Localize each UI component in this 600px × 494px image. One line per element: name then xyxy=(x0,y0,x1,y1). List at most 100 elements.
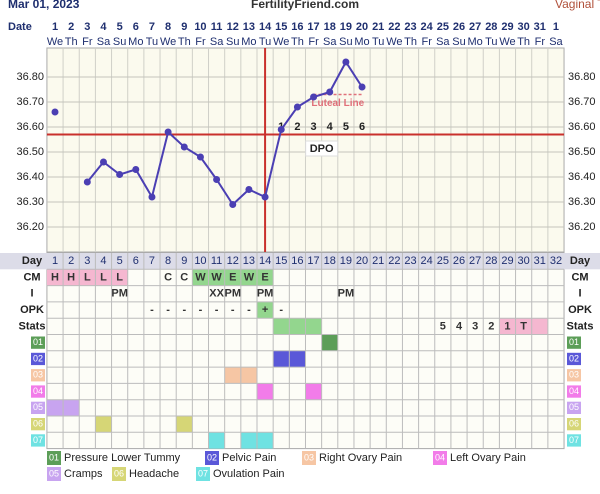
temperature-point xyxy=(358,83,366,91)
temperature-point xyxy=(51,108,59,116)
date-label: 11 xyxy=(211,21,223,33)
table-cell: - xyxy=(231,304,235,316)
symptom-code-box xyxy=(567,385,581,398)
dpo-box xyxy=(305,140,339,157)
weekday-label: We xyxy=(160,36,176,48)
table-cell: 30 xyxy=(518,255,530,267)
table-cell: - xyxy=(150,304,154,316)
date-label: 2 xyxy=(68,21,74,33)
temperature-point xyxy=(310,93,318,101)
symptom-cell xyxy=(208,432,225,449)
table-cell: 9 xyxy=(181,255,187,267)
temp-type: Vaginal Tem xyxy=(555,0,600,11)
date-label: 29 xyxy=(501,21,513,33)
cell-highlight xyxy=(257,301,274,319)
table-cell: L xyxy=(84,271,91,283)
table-cell: 3 xyxy=(84,255,90,267)
cell-highlight xyxy=(192,269,209,286)
table-cell: T xyxy=(520,320,527,332)
table-cell: 2 xyxy=(488,320,494,332)
temperature-point xyxy=(83,178,91,186)
table-cell: 31 xyxy=(534,255,546,267)
weekday-label: Mo xyxy=(354,36,369,48)
date-label: 4 xyxy=(100,21,107,33)
symptom-code-box xyxy=(31,369,45,382)
weekday-label: Sa xyxy=(436,36,450,48)
temperature-point xyxy=(261,193,269,201)
weekday-label: Tu xyxy=(259,36,271,48)
symptom-code: 01 xyxy=(569,337,579,347)
symptom-code-box xyxy=(567,401,581,414)
y-tick-label-right: 36.20 xyxy=(568,221,596,233)
weekday-label: Mo xyxy=(128,36,143,48)
symptom-cell xyxy=(240,367,257,384)
weekday-label: Fr xyxy=(535,36,546,48)
cell-highlight xyxy=(224,269,241,286)
cell-highlight xyxy=(273,318,290,335)
table-cell: 32 xyxy=(550,255,562,267)
legend-code: 04 xyxy=(435,452,445,462)
date-label: 9 xyxy=(181,21,187,33)
symptom-code-box xyxy=(31,336,45,349)
table-cell: PM xyxy=(257,288,274,300)
symptom-code: 01 xyxy=(33,337,43,347)
table-cell: 25 xyxy=(437,255,449,267)
temperature-point xyxy=(99,158,107,166)
symptom-code: 07 xyxy=(569,435,579,445)
weekday-label: We xyxy=(273,36,289,48)
temperature-point xyxy=(245,186,253,193)
table-cell: 26 xyxy=(453,255,465,267)
legend-code: 07 xyxy=(198,468,208,478)
legend-swatch xyxy=(112,467,126,481)
chart-date: Mar 01, 2023 xyxy=(8,0,80,11)
symptom-code: 07 xyxy=(33,435,43,445)
cell-highlight xyxy=(305,318,322,335)
legend-label: Pelvic Pain xyxy=(222,452,276,464)
temperature-point xyxy=(148,193,156,201)
table-cell: 18 xyxy=(324,255,336,267)
legend-label: Right Ovary Pain xyxy=(319,452,402,464)
temperature-point xyxy=(326,88,334,96)
table-cell: E xyxy=(229,271,236,283)
table-cell: - xyxy=(166,304,170,316)
table-cell: 19 xyxy=(340,255,352,267)
date-label: 30 xyxy=(518,21,530,33)
table-cell: 1 xyxy=(52,255,58,267)
legend-label: Left Ovary Pain xyxy=(450,452,526,464)
table-cell: 2 xyxy=(68,255,74,267)
table-cell: 10 xyxy=(194,255,206,267)
table-cell: W xyxy=(211,271,222,283)
y-tick-label-right: 36.70 xyxy=(568,96,596,108)
date-label: 1 xyxy=(52,21,58,33)
date-label: 13 xyxy=(243,21,255,33)
symptom-code-box xyxy=(31,401,45,414)
dpo-number: 6 xyxy=(359,121,365,133)
weekday-label: Fr xyxy=(308,36,319,48)
date-label: 21 xyxy=(372,21,384,33)
table-cell: 13 xyxy=(243,255,255,267)
table-cell: + xyxy=(262,304,268,316)
symptom-cell xyxy=(321,334,338,351)
y-tick-label-right: 36.80 xyxy=(568,71,596,83)
date-label: 7 xyxy=(149,21,155,33)
symptom-code: 02 xyxy=(33,353,43,363)
weekday-label: Fr xyxy=(195,36,206,48)
table-cell: - xyxy=(247,304,251,316)
weekday-label: Th xyxy=(291,36,304,48)
date-label: 25 xyxy=(437,21,449,33)
row-label: OPK xyxy=(20,304,44,316)
y-tick-label: 36.70 xyxy=(16,96,44,108)
table-cell: 4 xyxy=(100,255,106,267)
date-label: 31 xyxy=(534,21,546,33)
row-label-right: CM xyxy=(571,271,588,283)
table-cell: 3 xyxy=(472,320,478,332)
date-label: 27 xyxy=(469,21,481,33)
cell-highlight xyxy=(111,269,128,286)
table-cell: 28 xyxy=(485,255,497,267)
symptom-cell xyxy=(63,399,80,416)
table-cell: - xyxy=(182,304,186,316)
table-cell: XX xyxy=(209,288,224,300)
table-cell: - xyxy=(279,304,283,316)
dpo-number: 3 xyxy=(310,121,316,133)
symptom-code-box xyxy=(567,352,581,366)
